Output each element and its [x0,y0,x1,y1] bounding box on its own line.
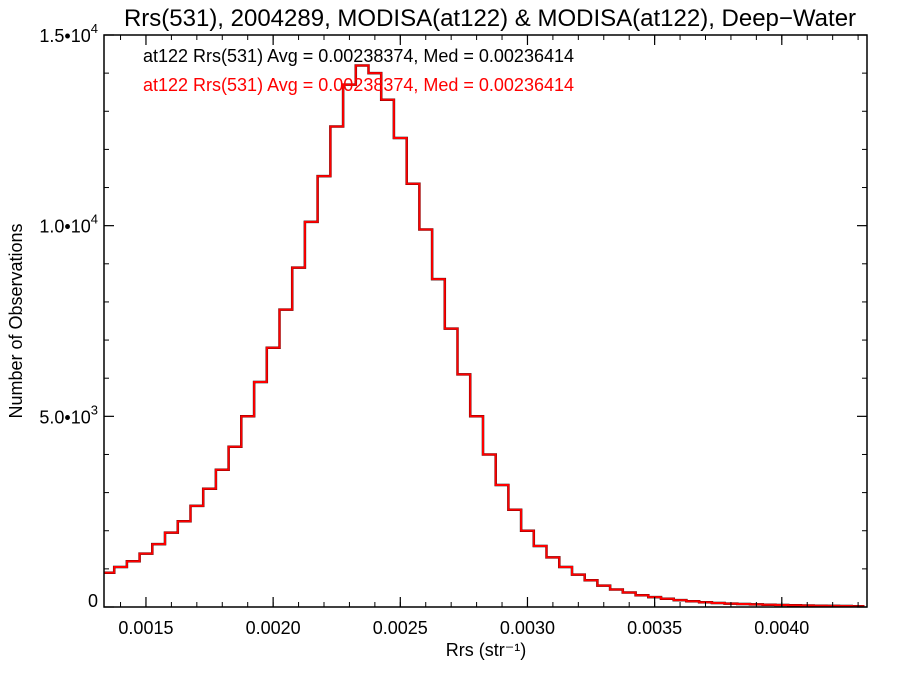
annotation-black: at122 Rrs(531) Avg = 0.00238374, Med = 0… [143,46,574,66]
chart-title: Rrs(531), 2004289, MODISA(at122) & MODIS… [124,5,856,32]
y-tick-label: 5.0•103 [39,402,98,427]
y-axis-label: Number of Observations [6,223,26,418]
x-tick-label: 0.0035 [627,618,682,638]
series-lines [104,64,865,608]
series-line-1 [104,64,865,608]
y-tick-label: 0 [88,591,98,611]
annotation-red: at122 Rrs(531) Avg = 0.00238374, Med = 0… [143,75,574,95]
x-tick-label: 0.0025 [373,618,428,638]
x-tick-label: 0.0020 [246,618,301,638]
x-axis-label: Rrs (str⁻¹) [446,640,526,660]
series-line-2 [104,64,865,608]
y-ticks: 0 5.0•103 1.0•104 1.5•104 [39,21,867,611]
y-tick-label: 1.5•104 [39,21,98,46]
x-ticks: 0.0015 0.0020 0.0025 0.0030 0.0035 0.0040 [118,35,859,638]
plot-frame [103,34,868,608]
x-tick-label: 0.0040 [754,618,809,638]
y-tick-label: 1.0•104 [39,212,98,237]
x-tick-label: 0.0015 [118,618,173,638]
x-tick-label: 0.0030 [500,618,555,638]
